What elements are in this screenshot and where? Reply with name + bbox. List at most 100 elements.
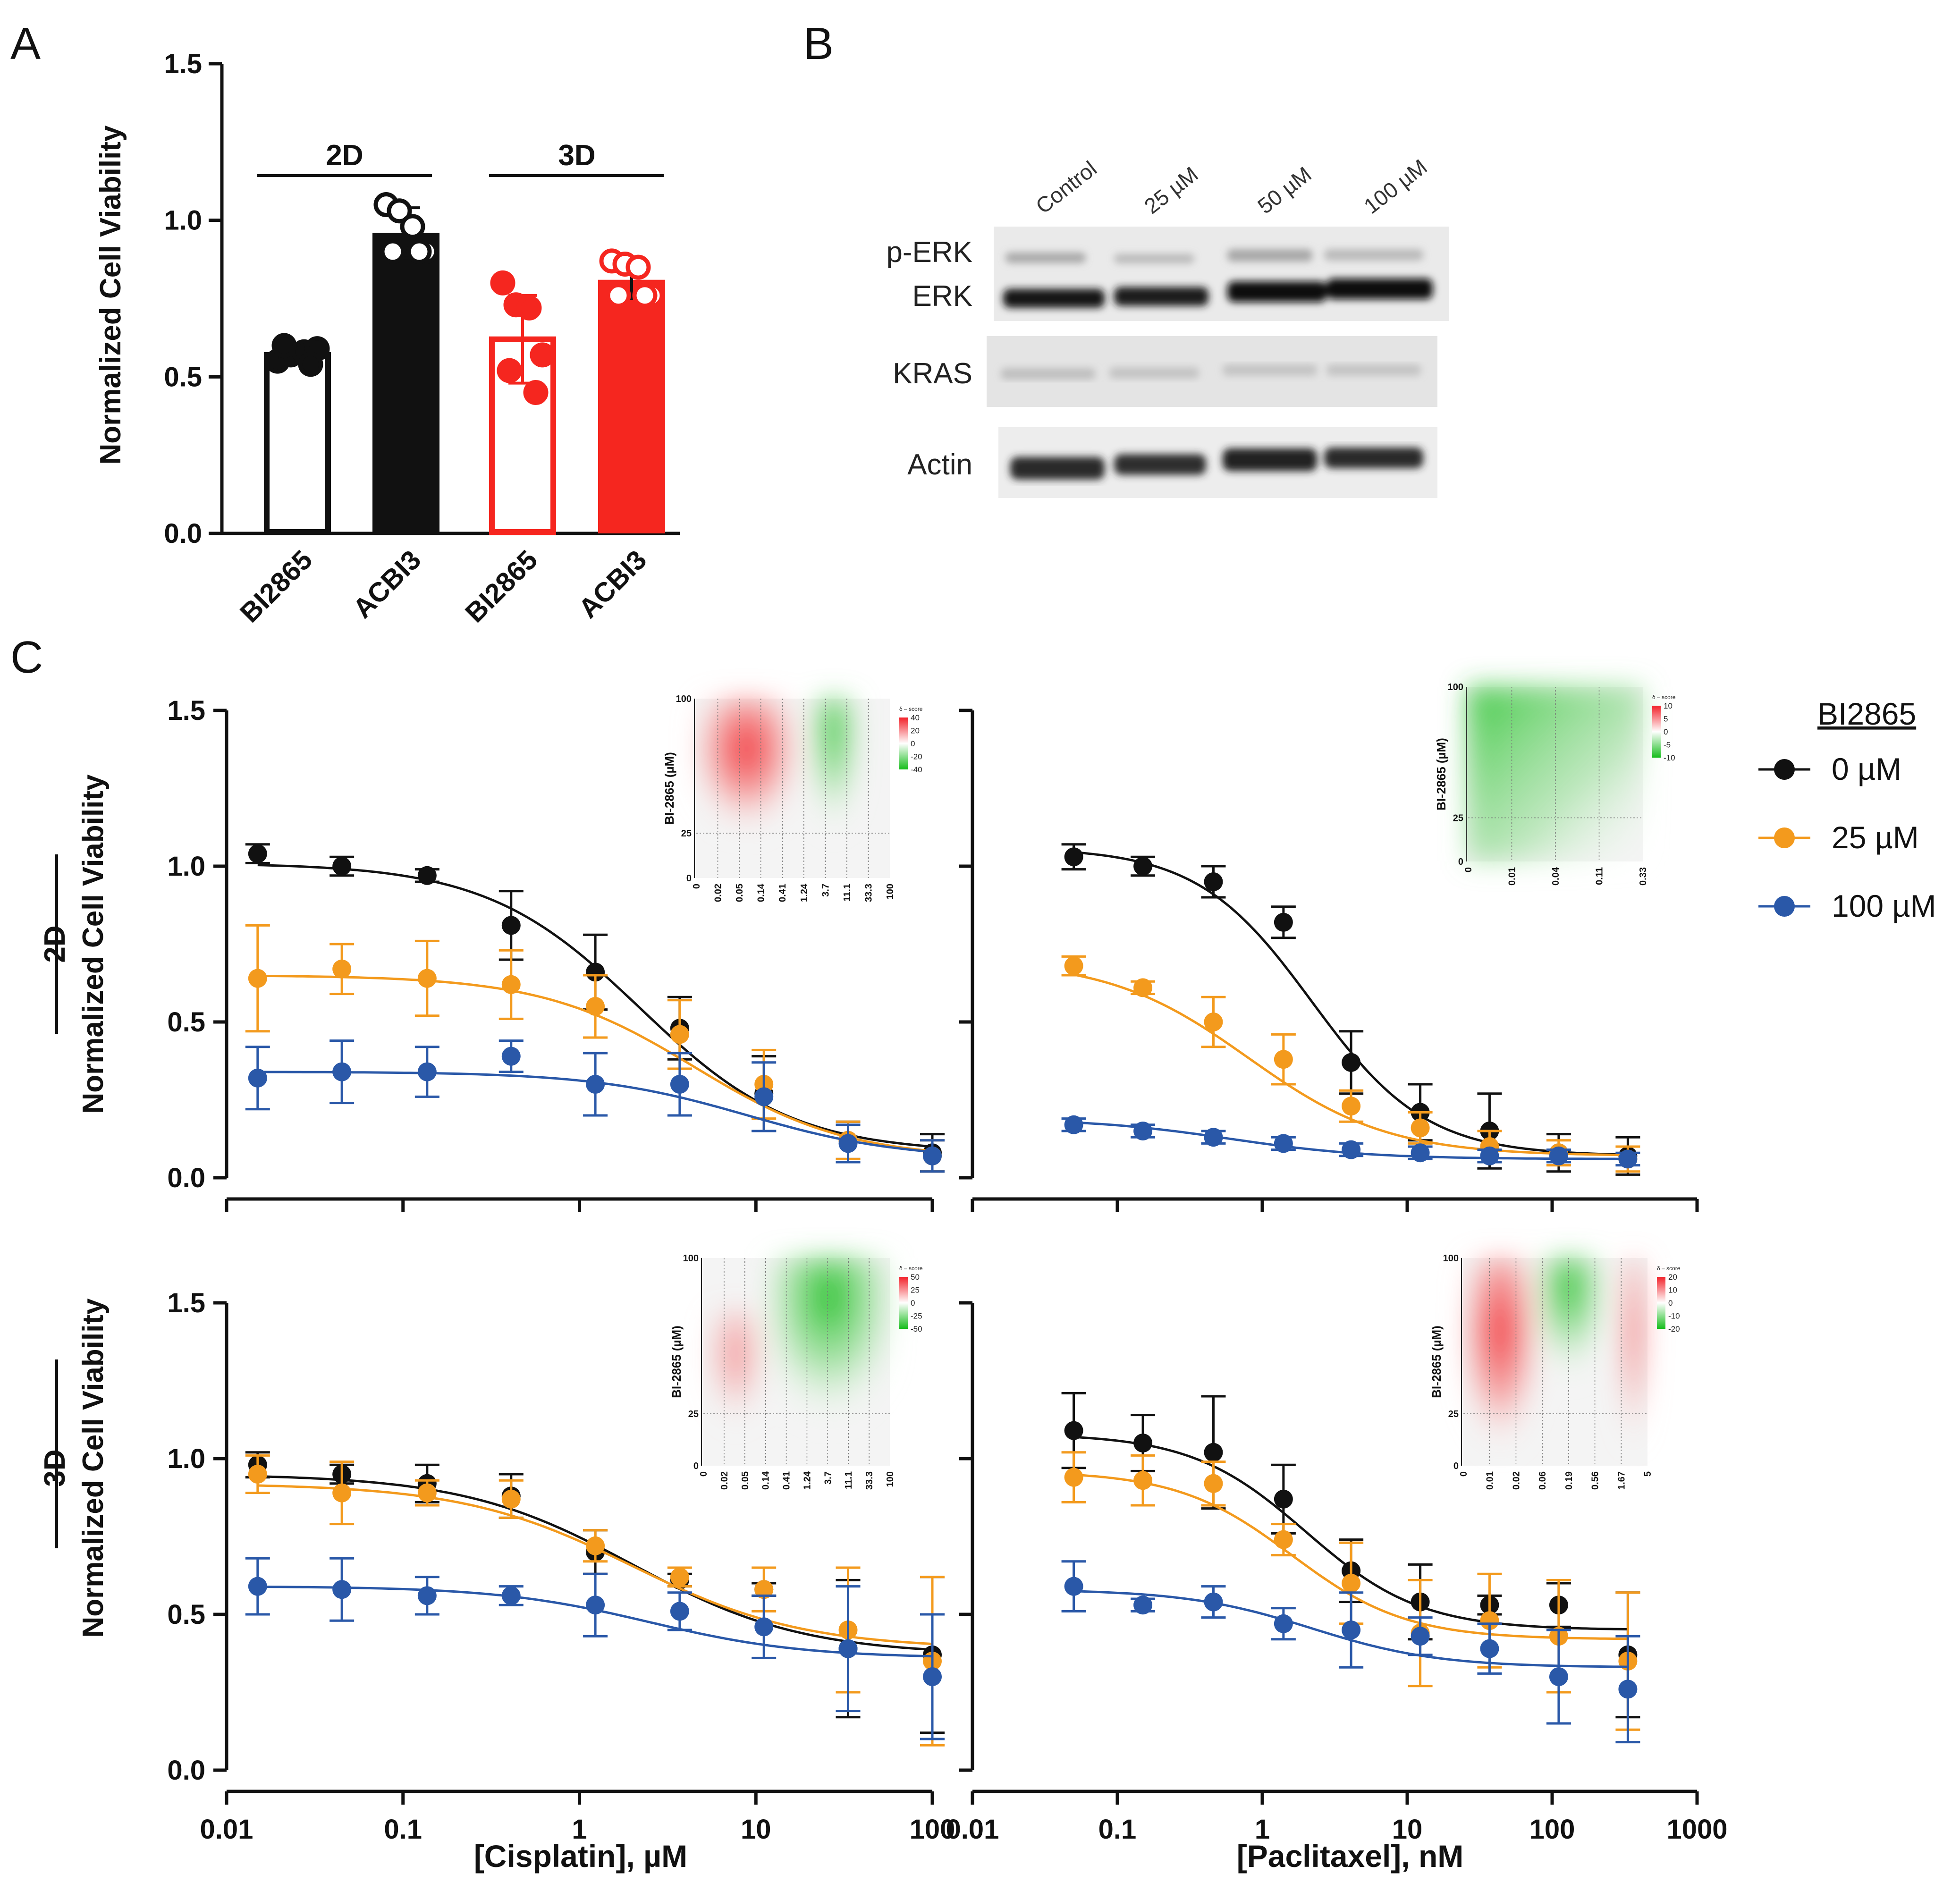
c-data-point: [1549, 1146, 1568, 1165]
c-data-point: [248, 969, 267, 988]
colorbar-tick-label: -50: [911, 1325, 922, 1334]
x-axis-title-paclitaxel: [Paclitaxel], nM: [1237, 1839, 1463, 1874]
heatmap-x-tick-label: 0.02: [1511, 1471, 1521, 1490]
c-y-tick-label: 0.0: [167, 1163, 205, 1193]
c-data-point: [1342, 1140, 1361, 1159]
heatmap-synergy-region: [708, 1310, 764, 1435]
c-data-point: [1342, 1053, 1361, 1072]
legend-label-0um: 0 µM: [1832, 751, 1901, 786]
c-data-point: [1064, 1468, 1083, 1487]
heatmap-x-tick-label: 0.02: [719, 1471, 730, 1490]
c-data-point: [332, 1062, 352, 1081]
legend: BI2865 0 µM 25 µM 100 µM: [1758, 696, 1936, 923]
c-data-point: [1133, 1122, 1153, 1140]
c-data-point: [1064, 1115, 1083, 1134]
heatmap-antagonism-region: [812, 699, 855, 860]
c-x-tick-label: 0.01: [200, 1814, 253, 1845]
c-data-point: [1064, 1577, 1083, 1596]
c-x-tick-label: 100: [1529, 1814, 1575, 1845]
colorbar-tick-label: 20: [1668, 1273, 1677, 1282]
heatmap-x-tick-label: 0.41: [782, 1471, 792, 1490]
c-data-point: [417, 1062, 437, 1081]
c-data-point: [1411, 1118, 1430, 1138]
heatmap-x-tick-label: 0.41: [777, 884, 788, 902]
c-data-point: [332, 959, 352, 979]
heatmap-x-tick-label: 5: [1643, 1471, 1653, 1477]
a-data-point: [516, 295, 542, 321]
c-data-point: [1064, 847, 1083, 867]
c-data-point: [332, 1580, 352, 1599]
colorbar: [1652, 706, 1661, 758]
colorbar: [899, 1277, 908, 1329]
colorbar-title: δ – score: [899, 1265, 923, 1272]
c-data-point: [1133, 1596, 1153, 1615]
blot-lane-label-25um: 25 µM: [1140, 162, 1202, 219]
x-axis-title-cisplatin: [Cisplatin], µM: [474, 1839, 687, 1874]
c-data-point: [754, 1617, 774, 1637]
blot-lane-label-control: Control: [1031, 156, 1101, 219]
a-data-point: [530, 342, 555, 368]
c-data-point: [1064, 1421, 1083, 1440]
c-data-point: [1204, 1128, 1223, 1147]
heatmap-y-tick-label: 0: [686, 873, 692, 884]
c-data-point: [838, 1134, 858, 1153]
a-data-point: [606, 283, 631, 308]
heatmap-x-tick-label: 0: [1459, 1471, 1469, 1477]
c-data-point: [1618, 1149, 1638, 1169]
c-data-point: [754, 1580, 774, 1599]
heatmap-x-tick-label: 33.3: [864, 1471, 875, 1490]
a-data-point: [625, 254, 651, 280]
heatmap-x-tick-label: 1.24: [799, 883, 810, 902]
colorbar-title: δ – score: [899, 706, 923, 712]
a-data-point: [387, 198, 412, 224]
a-bar: [372, 233, 439, 533]
heatmap-y-tick-label: 0: [693, 1461, 699, 1471]
c-data-point: [332, 1483, 352, 1503]
c-data-point: [248, 1465, 267, 1484]
heatmap-x-tick-label: 100: [885, 1471, 896, 1487]
c-y-tick-label: 1.5: [167, 695, 205, 726]
colorbar-tick-label: -20: [1668, 1325, 1680, 1334]
panel-letter-c: C: [10, 632, 43, 683]
c-data-point: [586, 1536, 605, 1555]
c-y-tick-label: 1.5: [167, 1288, 205, 1318]
heatmap-x-tick-label: 11.1: [842, 884, 853, 902]
a-data-point: [380, 239, 406, 264]
a-data-point: [400, 214, 425, 239]
c-x-tick-label: 0.01: [946, 1814, 999, 1845]
c-data-point: [1204, 1013, 1223, 1031]
panel-a-bar-chart: 0.0 0.5 1.0 1.5 BI2865 ACBI3 BI2865 ACBI3: [164, 49, 680, 628]
colorbar-tick-label: 0: [911, 1299, 915, 1308]
heatmap-y-tick-label: 100: [683, 1253, 699, 1264]
c-data-point: [586, 962, 605, 982]
group-label-2d: 2D: [326, 139, 363, 172]
heatmap-x-tick-label: 0.14: [761, 1471, 771, 1490]
western-blot: Control 25 µM 50 µM 100 µM p-ERK ERK KRA…: [886, 154, 1449, 498]
c-data-point: [1274, 1134, 1293, 1153]
c-y-tick-label: 1.0: [167, 851, 205, 882]
colorbar-tick-label: 0: [911, 739, 915, 748]
c-y-tick-label: 0.0: [167, 1755, 205, 1786]
c-data-point: [923, 1146, 942, 1165]
legend-item-0um: 0 µM: [1758, 751, 1901, 786]
c-data-point: [670, 1025, 689, 1044]
c-data-point: [1480, 1146, 1499, 1165]
a-category-label: ACBI3: [573, 544, 652, 624]
blot-lane-label-100um: 100 µM: [1359, 154, 1432, 219]
c-data-point: [1133, 978, 1153, 997]
legend-title: BI2865: [1817, 696, 1916, 731]
c-data-point: [838, 1639, 858, 1658]
c-data-point: [1274, 1489, 1293, 1509]
c-data-point: [1133, 1471, 1153, 1490]
blot-bands-kras: [1001, 364, 1421, 380]
heatmap-x-tick-label: 0.14: [756, 883, 767, 902]
c-data-point: [1480, 1639, 1499, 1658]
c-data-point: [501, 1586, 521, 1605]
row-label-3d: 3D: [39, 1449, 71, 1486]
panel-c-dose-response: 0.00.51.01.50 0.02 0.05 0.14 0.41 1.24 3.7 11.1…: [167, 682, 1727, 1845]
a-y-tick-label: 0.5: [164, 362, 202, 392]
heatmap-x-tick-label: 0.01: [1507, 867, 1518, 886]
c-data-point: [501, 1047, 521, 1066]
heatmap-x-tick-label: 1.67: [1616, 1471, 1627, 1490]
